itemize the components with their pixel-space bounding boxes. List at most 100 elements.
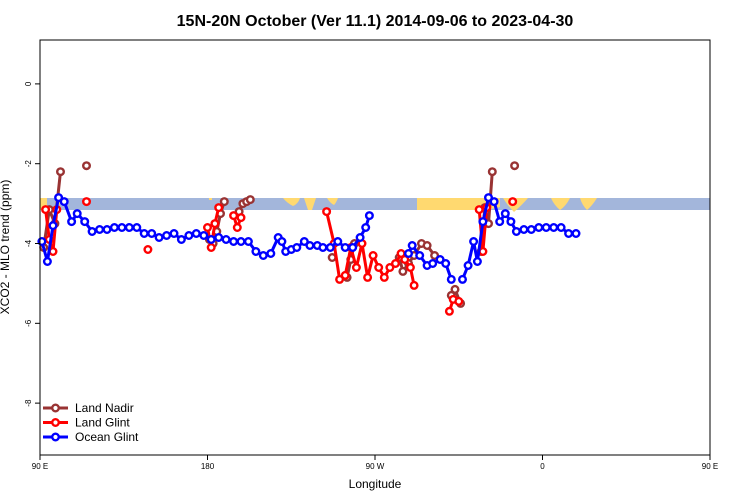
series-1-point-3-1	[206, 242, 216, 252]
series-2-point-0-15	[139, 228, 149, 238]
legend-marker-1	[51, 418, 61, 428]
series-2-point-0-31	[258, 250, 268, 260]
series-2-point-0-21	[184, 230, 194, 240]
series-2-point-2-14	[541, 222, 551, 232]
series-0-point-0-3	[56, 167, 66, 177]
axes: 90 E 180 90 W 0 90 E 0 -2 -4 -6 -8	[24, 39, 718, 471]
series-0-point-1-0	[81, 161, 91, 171]
series-0-point-6-5	[422, 240, 432, 250]
chart-title: 15N-20N October (Ver 11.1) 2014-09-06 to…	[177, 13, 574, 30]
x-tick-label-1: 180	[201, 462, 215, 471]
series-2-point-0-29	[243, 236, 253, 246]
series-0-point-8-3	[487, 167, 497, 177]
series-0-point-6-1	[398, 266, 408, 276]
series-2-point-0-20	[176, 234, 186, 244]
series-2-point-0-14	[132, 222, 142, 232]
series-1-point-4-1	[232, 222, 242, 232]
series-2-point-0-37	[292, 242, 302, 252]
series-1-point-4-0	[229, 211, 239, 221]
series-2-point-0-34	[277, 236, 287, 246]
series-0-point-6-6	[430, 250, 440, 260]
series-1-point-3-3	[214, 203, 224, 213]
series-2	[37, 193, 581, 284]
series-2-point-1-7	[446, 274, 456, 284]
series-2-point-2-12	[526, 224, 536, 234]
series-1-point-0-0	[41, 205, 51, 215]
series-2-point-2-2	[469, 236, 479, 246]
series-2-point-0-42	[325, 242, 335, 252]
series-0-point-3-3	[245, 195, 255, 205]
series-2-point-1-4	[428, 259, 438, 269]
y-tick-label-1: -2	[24, 160, 33, 168]
series-1-point-5-12	[391, 259, 401, 269]
series-1-point-3-0	[202, 222, 212, 232]
series-2-point-2-1	[463, 261, 473, 271]
series-1-point-3-2	[210, 219, 220, 229]
series-1-point-4-2	[236, 213, 246, 223]
series-2-point-0-17	[154, 232, 164, 242]
series-2-point-0-13	[124, 222, 134, 232]
series-2-point-0-8	[87, 226, 97, 236]
series-2-point-2-0	[458, 274, 468, 284]
series-2-point-2-5	[484, 193, 494, 203]
series-2-point-1-6	[441, 259, 451, 269]
series-2-point-0-11	[109, 222, 119, 232]
series-2-point-2-4	[478, 217, 488, 227]
series-2-point-0-45	[348, 242, 358, 252]
series-2-point-2-16	[556, 222, 566, 232]
series-2-point-0-48	[364, 211, 374, 221]
series-2-point-2-17	[564, 228, 574, 238]
series-layer	[37, 161, 581, 316]
series-1-point-5-5	[351, 263, 361, 273]
series-2-point-1-5	[435, 255, 445, 265]
series-1-point-5-0	[322, 207, 332, 217]
series-2-point-1-2	[415, 250, 425, 260]
series-2-point-0-44	[340, 242, 350, 252]
legend-marker-2	[51, 432, 61, 442]
series-2-point-0-7	[80, 217, 90, 227]
series-2-point-0-6	[72, 209, 82, 219]
series-1-point-5-10	[379, 272, 389, 282]
series-2-point-2-15	[549, 222, 559, 232]
legend-label-0: Land Nadir	[75, 401, 134, 415]
land-band	[40, 198, 597, 212]
series-2-point-0-10	[102, 224, 112, 234]
series-1-point-5-16	[409, 280, 419, 290]
series-2-point-0-30	[251, 246, 261, 256]
series-1-point-1-0	[81, 197, 91, 207]
series-1-point-7-0	[474, 205, 484, 215]
series-1-point-5-8	[368, 250, 378, 260]
series-2-point-0-28	[236, 236, 246, 246]
series-2-point-0-5	[67, 217, 77, 227]
series-2-point-2-11	[519, 224, 529, 234]
series-2-point-0-39	[305, 240, 315, 250]
series-2-point-0-38	[299, 236, 309, 246]
series-2-point-0-19	[169, 228, 179, 238]
series-2-point-2-10	[511, 226, 521, 236]
series-2-point-0-2	[48, 221, 58, 231]
series-1-point-8-0	[508, 197, 518, 207]
legend-marker-0	[51, 403, 61, 413]
series-2-point-0-4	[59, 197, 69, 207]
series-1-point-5-11	[385, 263, 395, 273]
legend-label-2: Ocean Glint	[75, 430, 139, 444]
series-1-point-5-3	[340, 270, 350, 280]
y-tick-label-2: -4	[24, 239, 33, 247]
series-2-point-0-18	[162, 230, 172, 240]
series-2-point-2-7	[495, 217, 505, 227]
series-2-point-0-47	[361, 222, 371, 232]
series-2-point-0-24	[206, 234, 216, 244]
series-2-point-2-13	[534, 222, 544, 232]
series-2-point-2-6	[489, 197, 499, 207]
series-2-point-1-1	[407, 240, 417, 250]
series-2-point-0-22	[191, 228, 201, 238]
series-2-point-0-43	[333, 236, 343, 246]
series-1-point-5-15	[405, 263, 415, 273]
x-tick-label-2: 90 W	[366, 462, 385, 471]
series-2-point-0-16	[147, 228, 157, 238]
land-mask-strip	[40, 198, 710, 212]
series-1-point-6-0	[444, 306, 454, 316]
x-tick-label-3: 0	[540, 462, 545, 471]
